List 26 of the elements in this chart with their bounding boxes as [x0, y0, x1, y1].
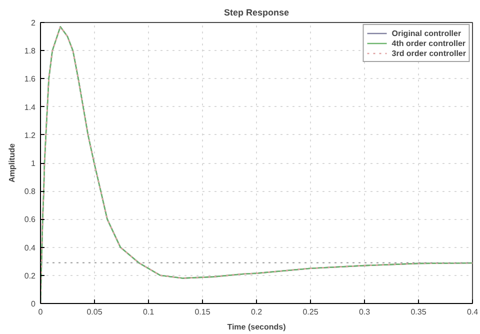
x-tick-label: 0.2	[250, 308, 263, 316]
x-tick-label: 0.1	[142, 308, 155, 316]
y-tick-label: 0.4	[24, 243, 36, 252]
y-tick-label: 1.8	[24, 46, 36, 56]
x-tick-label: 0.25	[302, 308, 319, 316]
x-tick-label: 0.05	[86, 308, 103, 316]
x-tick-label: 0.35	[410, 308, 427, 316]
legend-label: 3rd order controller	[392, 48, 466, 58]
legend-label: 4th order controller	[392, 38, 466, 48]
x-tick-label: 0.15	[194, 308, 211, 316]
y-tick-label: 0.6	[24, 215, 36, 224]
y-tick-label: 1.6	[24, 74, 36, 84]
x-tick-label: 0	[38, 308, 44, 316]
y-tick-label: 1.2	[24, 130, 36, 140]
legend-label: Original controller	[392, 28, 462, 38]
x-axis-title: Time (seconds)	[227, 322, 286, 332]
y-axis-title: Amplitude	[7, 142, 16, 183]
x-tick-label: 0.3	[358, 308, 371, 316]
y-tick-label: 1.4	[24, 102, 36, 112]
x-tick-label: 0.4	[466, 308, 479, 316]
y-tick-label: 0	[31, 300, 36, 308]
y-tick-label: 0.8	[24, 187, 36, 196]
y-tick-label: 1	[31, 159, 36, 168]
y-tick-label: 2	[31, 18, 36, 28]
y-tick-label: 0.2	[24, 271, 36, 280]
chart-title: Step Response	[224, 8, 290, 18]
